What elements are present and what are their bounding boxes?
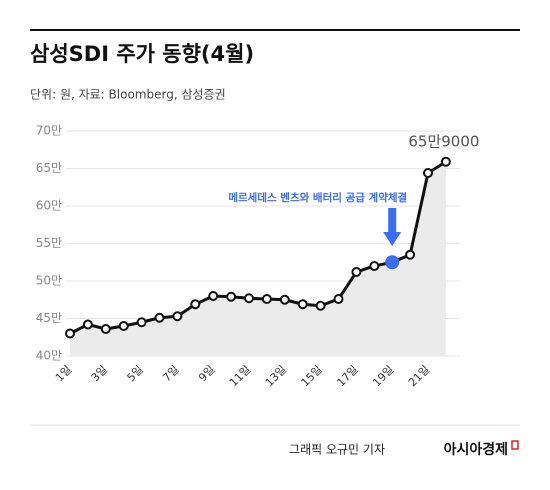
y-tick-label: 65만	[36, 161, 62, 175]
point	[118, 321, 129, 331]
point	[315, 300, 326, 311]
point	[154, 312, 165, 323]
point	[244, 293, 254, 304]
point	[190, 299, 201, 310]
point	[440, 156, 451, 167]
y-tick-label: 55만	[36, 236, 62, 250]
point	[369, 261, 380, 271]
chart-title: 삼성SDI 주가 동향(4월)	[30, 42, 254, 66]
subtitle: 단위: 원, 자료: Bloomberg, 삼성증권	[30, 88, 226, 102]
point	[208, 291, 219, 301]
point	[172, 311, 183, 322]
point	[136, 317, 147, 328]
area	[70, 161, 446, 356]
point	[333, 294, 344, 304]
highlight-point	[385, 255, 400, 270]
line	[69, 160, 447, 335]
y-tick-label: 50만	[36, 274, 62, 288]
y-tick-label: 40만	[36, 349, 62, 363]
point	[82, 319, 93, 330]
point	[405, 249, 416, 260]
brand: 아시아경제	[444, 441, 508, 458]
point	[297, 299, 308, 310]
point	[423, 168, 433, 178]
credit: 그래픽 오규민 기자	[289, 443, 385, 457]
annotation-arrow	[383, 208, 402, 246]
y-tick-label: 45만	[36, 311, 62, 325]
annotation: 메르세데스 벤츠와 배터리 공급 계약체결	[228, 191, 407, 204]
point	[65, 328, 75, 339]
point	[279, 294, 290, 305]
point	[100, 324, 111, 334]
point	[351, 267, 362, 277]
point	[226, 291, 237, 302]
point	[261, 294, 272, 304]
value-label: 65만9000	[408, 132, 479, 150]
y-tick-label: 60만	[36, 199, 62, 213]
brand-icon	[511, 440, 519, 450]
y-tick-label: 70만	[36, 124, 62, 138]
